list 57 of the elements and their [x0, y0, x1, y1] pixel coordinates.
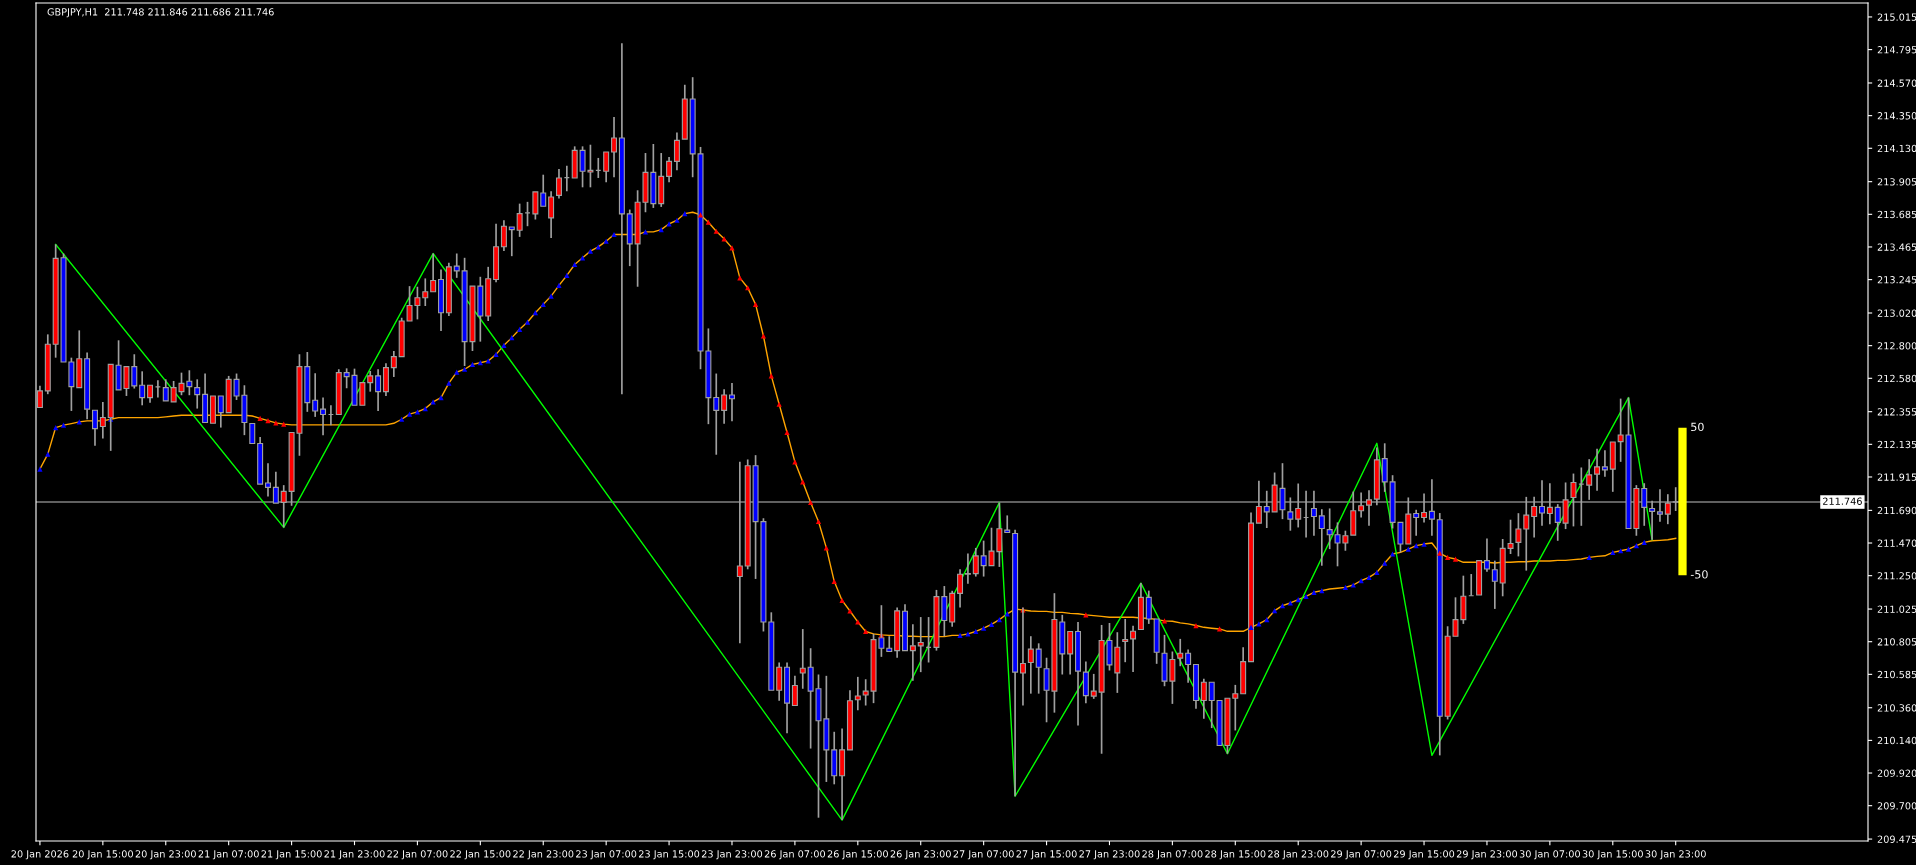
y-tick-label: 211.025	[1877, 605, 1916, 613]
y-tick-label: 213.020	[1877, 309, 1916, 317]
y-tick-label: 213.465	[1877, 243, 1916, 251]
x-tick-label: 26 Jan 15:00	[827, 850, 888, 860]
y-tick-label: 214.130	[1877, 144, 1916, 153]
y-tick-label: 210.805	[1877, 638, 1916, 646]
x-tick-label: 28 Jan 07:00	[1142, 850, 1203, 860]
x-tick-label: 20 Jan 23:00	[135, 850, 196, 860]
x-tick-label: 23 Jan 15:00	[639, 850, 700, 860]
y-tick-label: 214.795	[1877, 46, 1916, 54]
x-tick-label: 23 Jan 07:00	[576, 850, 637, 860]
x-tick-label: 21 Jan 15:00	[261, 850, 322, 860]
x-tick-label: 26 Jan 23:00	[890, 850, 951, 860]
text: GBPJPY,H1 211.748 211.846 211.686 211.746	[47, 8, 274, 18]
y-tick-label: 212.355	[1877, 408, 1916, 416]
x-tick-label: 27 Jan 07:00	[953, 850, 1014, 860]
x-tick-label: 30 Jan 23:00	[1645, 850, 1706, 860]
x-tick-label: 21 Jan 07:00	[198, 850, 259, 860]
ref-line-label: 211.746	[1823, 497, 1862, 505]
y-tick-label: 213.685	[1877, 210, 1916, 219]
y-tick-label: 212.135	[1877, 440, 1916, 449]
x-tick-label: 22 Jan 15:00	[450, 850, 511, 860]
y-tick-label: 210.585	[1877, 670, 1916, 679]
x-tick-label: 27 Jan 15:00	[1016, 850, 1077, 860]
y-tick-label: 214.570	[1877, 79, 1916, 87]
y-tick-label: 213.905	[1877, 178, 1916, 186]
y-tick-label: 211.470	[1877, 539, 1916, 547]
y-tick-label: 210.140	[1877, 736, 1916, 745]
y-tick-label: 214.350	[1877, 112, 1916, 120]
x-tick-label: 26 Jan 07:00	[764, 850, 826, 860]
text: -50	[1690, 570, 1708, 579]
x-tick-label: 21 Jan 23:00	[324, 850, 385, 860]
text: 50	[1691, 422, 1704, 432]
x-tick-label: 29 Jan 15:00	[1393, 850, 1455, 860]
y-tick-label: 209.920	[1877, 769, 1916, 777]
x-tick-label: 29 Jan 23:00	[1456, 850, 1518, 860]
x-tick-label: 27 Jan 23:00	[1079, 850, 1140, 860]
x-tick-label: 30 Jan 07:00	[1519, 850, 1580, 860]
x-tick-label: 28 Jan 15:00	[1205, 850, 1266, 860]
x-tick-label: 22 Jan 23:00	[513, 850, 574, 860]
y-tick-label: 211.250	[1877, 572, 1916, 580]
y-tick-label: 212.800	[1877, 342, 1916, 350]
y-tick-label: 211.690	[1877, 506, 1916, 515]
x-tick-label: 29 Jan 07:00	[1331, 850, 1392, 860]
x-tick-label: 28 Jan 23:00	[1268, 850, 1329, 860]
y-tick-label: 209.475	[1877, 835, 1916, 843]
x-tick-label: 20 Jan 2026	[11, 850, 69, 860]
y-tick-label: 211.915	[1877, 473, 1916, 481]
x-tick-label: 30 Jan 15:00	[1582, 850, 1643, 860]
x-tick-label: 22 Jan 07:00	[387, 850, 448, 860]
y-tick-label: 213.245	[1877, 276, 1916, 284]
y-tick-label: 215.015	[1877, 13, 1916, 21]
y-tick-label: 209.700	[1877, 802, 1916, 810]
x-tick-label: 20 Jan 15:00	[72, 850, 133, 860]
x-tick-label: 23 Jan 23:00	[701, 850, 763, 860]
y-tick-label: 212.580	[1877, 374, 1916, 383]
y-tick-label: 210.360	[1877, 704, 1916, 712]
